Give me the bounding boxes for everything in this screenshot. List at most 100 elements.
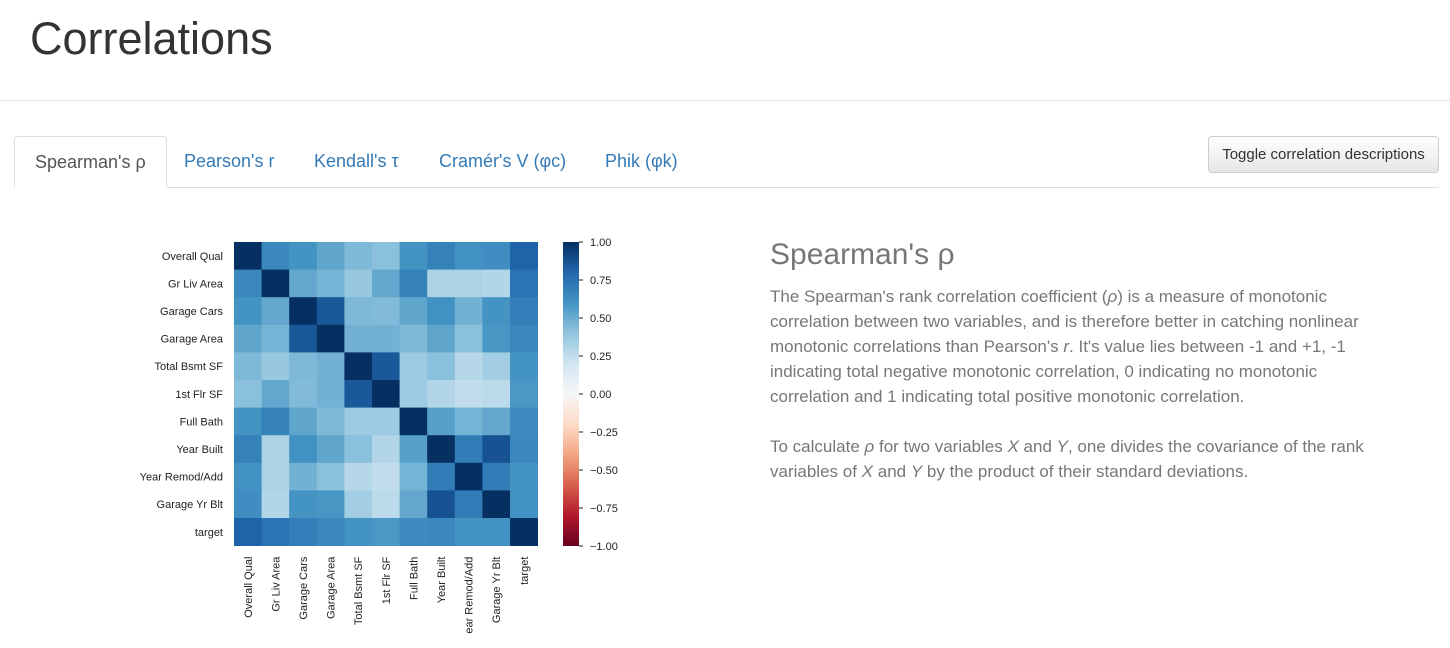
heatmap-cell [344,518,373,546]
heatmap-y-label: Year Built [176,444,223,456]
heatmap-cell [510,380,538,408]
heatmap-cell [372,490,400,519]
heatmap-x-label: Total Bsmt SF [353,556,365,625]
toggle-descriptions-button[interactable]: Toggle correlation descriptions [1208,136,1439,173]
heatmap-cell [510,435,538,464]
heatmap-cell [289,297,318,326]
heatmap-cell [234,324,262,353]
heatmap-cell [261,407,290,436]
heatmap-cell [234,269,262,298]
heatmap-cell [289,435,318,464]
heatmap-cell [316,352,345,381]
colorbar-tick-label: 0.50 [590,313,611,325]
heatmap-cell [289,269,318,298]
heatmap-cell [427,380,456,408]
heatmap-cell [372,462,400,491]
heatmap-y-label: Garage Area [161,334,224,346]
heatmap-cell [261,352,290,381]
heatmap-cell [344,352,373,381]
heatmap-cell [316,269,345,298]
heatmap-cell [454,324,483,353]
heatmap-cell [427,242,456,270]
heatmap-cell [344,380,373,408]
heatmap-cell [399,324,428,353]
heatmap-y-label: Total Bsmt SF [155,361,224,373]
heatmap-x-label: Garage Area [326,556,338,619]
colorbar-ticks: 1.00 0.75 0.50 0.25 0.00 −0.25 −0.50 −0.75 −1.00 [579,237,618,553]
colorbar-tick-label: −0.50 [590,465,618,477]
heatmap-cell [234,490,262,519]
heatmap-cell [289,352,318,381]
tab-pearson[interactable]: Pearson's r [184,151,275,171]
heatmap-y-label: Overall Qual [162,251,223,263]
heatmap-cell [234,352,262,381]
heatmap-cell [510,407,538,436]
heatmap-cell [289,462,318,491]
heatmap-cell [344,242,373,270]
heatmap-cell [427,462,456,491]
heatmap-cell [234,380,262,408]
heatmap-cell [510,297,538,326]
heatmap-cell [454,435,483,464]
colorbar-tick-label: 0.00 [590,389,611,401]
heatmap-cell [372,518,400,546]
heatmap-cell [289,490,318,519]
heatmap-cell [234,462,262,491]
heatmap-cell [482,462,511,491]
heatmap-cell [399,352,428,381]
heatmap-cell [454,518,483,546]
heatmap-cell [344,269,373,298]
heatmap-cell [482,518,511,546]
heatmap-cell [399,435,428,464]
heatmap-cell [372,269,400,298]
heatmap-x-label: Garage Yr Blt [491,557,503,623]
heatmap-cell [482,352,511,381]
heatmap-cell [344,490,373,519]
heatmap-cell [372,380,400,408]
heatmap-x-label: ear Remod/Add [464,557,476,634]
heatmap-cell [427,324,456,353]
heatmap-cell [289,380,318,408]
heatmap-cell [372,297,400,326]
heatmap-cell [316,324,345,353]
heatmap-cell [261,462,290,491]
heatmap-cell [454,462,483,491]
heatmap-y-label: Garage Yr Blt [157,499,223,511]
heatmap-cell [510,518,538,546]
heatmap-cell [510,242,538,270]
heatmap-cell [234,435,262,464]
heatmap-cell [454,352,483,381]
heatmap-cell [482,435,511,464]
heatmap-y-label: Gr Liv Area [168,278,224,290]
heatmap-cell [234,242,262,270]
heatmap-cell [261,242,290,270]
heatmap-x-label: target [519,557,531,585]
heatmap-cell [261,435,290,464]
heatmap-cell [454,297,483,326]
heatmap-cell [454,269,483,298]
heatmap-x-labels: Overall Qual Gr Liv Area Garage Cars Garage… [243,556,531,634]
heatmap-cell [399,380,428,408]
heatmap-cell [427,297,456,326]
description-paragraph-1: The Spearman's rank correlation coeffici… [770,287,1359,406]
heatmap-cell [454,242,483,270]
title-divider [0,100,1450,101]
heatmap-cell [372,242,400,270]
heatmap-cell [482,380,511,408]
heatmap-cell [510,269,538,298]
heatmap-cell [289,324,318,353]
heatmap-cell [510,490,538,519]
heatmap-cell [372,352,400,381]
tab-phik[interactable]: Phik (φk) [605,151,678,171]
heatmap-cell [344,297,373,326]
heatmap-cell [261,269,290,298]
tab-cramers-v[interactable]: Cramér's V (φc) [439,151,567,171]
tab-kendall[interactable]: Kendall's τ [314,151,399,171]
heatmap-cell [344,407,373,436]
heatmap-cell [261,518,290,546]
heatmap-cell [316,435,345,464]
tab-spearman[interactable]: Spearman's ρ [14,136,167,188]
heatmap-cell [427,352,456,381]
page-title: Correlations [30,13,273,64]
heatmap-cell [399,407,428,436]
